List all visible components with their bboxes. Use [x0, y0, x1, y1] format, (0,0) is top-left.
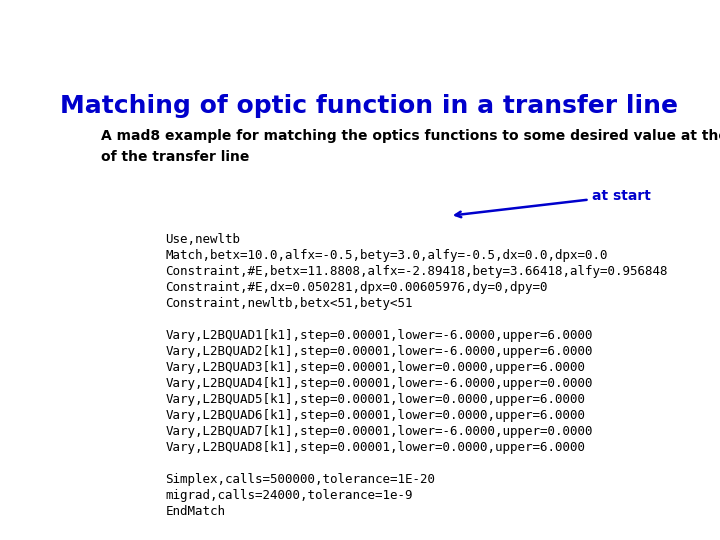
Text: Use,newltb: Use,newltb: [166, 233, 240, 246]
Text: Matching of optic function in a transfer line: Matching of optic function in a transfer…: [60, 94, 678, 118]
Text: Constraint,#E,betx=11.8808,alfx=-2.89418,bety=3.66418,alfy=0.956848: Constraint,#E,betx=11.8808,alfx=-2.89418…: [166, 265, 668, 278]
Text: Simplex,calls=500000,tolerance=1E-20: Simplex,calls=500000,tolerance=1E-20: [166, 474, 436, 487]
Text: of the transfer line: of the transfer line: [101, 150, 250, 164]
Text: Vary,L2BQUAD6[k1],step=0.00001,lower=0.0000,upper=6.0000: Vary,L2BQUAD6[k1],step=0.00001,lower=0.0…: [166, 409, 585, 422]
Text: Match,betx=10.0,alfx=-0.5,bety=3.0,alfy=-0.5,dx=0.0,dpx=0.0: Match,betx=10.0,alfx=-0.5,bety=3.0,alfy=…: [166, 249, 608, 262]
Text: Vary,L2BQUAD4[k1],step=0.00001,lower=-6.0000,upper=0.0000: Vary,L2BQUAD4[k1],step=0.00001,lower=-6.…: [166, 377, 593, 390]
Text: EndMatch: EndMatch: [166, 505, 225, 518]
Text: at start: at start: [456, 189, 651, 217]
Text: Vary,L2BQUAD1[k1],step=0.00001,lower=-6.0000,upper=6.0000: Vary,L2BQUAD1[k1],step=0.00001,lower=-6.…: [166, 329, 593, 342]
Text: Vary,L2BQUAD3[k1],step=0.00001,lower=0.0000,upper=6.0000: Vary,L2BQUAD3[k1],step=0.00001,lower=0.0…: [166, 361, 585, 374]
Text: Vary,L2BQUAD7[k1],step=0.00001,lower=-6.0000,upper=0.0000: Vary,L2BQUAD7[k1],step=0.00001,lower=-6.…: [166, 426, 593, 438]
Text: migrad,calls=24000,tolerance=1e-9: migrad,calls=24000,tolerance=1e-9: [166, 489, 413, 502]
Text: Vary,L2BQUAD2[k1],step=0.00001,lower=-6.0000,upper=6.0000: Vary,L2BQUAD2[k1],step=0.00001,lower=-6.…: [166, 345, 593, 358]
Text: Constraint,newltb,betx<51,bety<51: Constraint,newltb,betx<51,bety<51: [166, 297, 413, 310]
Text: A mad8 example for matching the optics functions to some desired value at the en: A mad8 example for matching the optics f…: [101, 129, 720, 143]
Text: Vary,L2BQUAD5[k1],step=0.00001,lower=0.0000,upper=6.0000: Vary,L2BQUAD5[k1],step=0.00001,lower=0.0…: [166, 393, 585, 406]
Text: Constraint,#E,dx=0.050281,dpx=0.00605976,dy=0,dpy=0: Constraint,#E,dx=0.050281,dpx=0.00605976…: [166, 281, 548, 294]
Text: Vary,L2BQUAD8[k1],step=0.00001,lower=0.0000,upper=6.0000: Vary,L2BQUAD8[k1],step=0.00001,lower=0.0…: [166, 441, 585, 454]
